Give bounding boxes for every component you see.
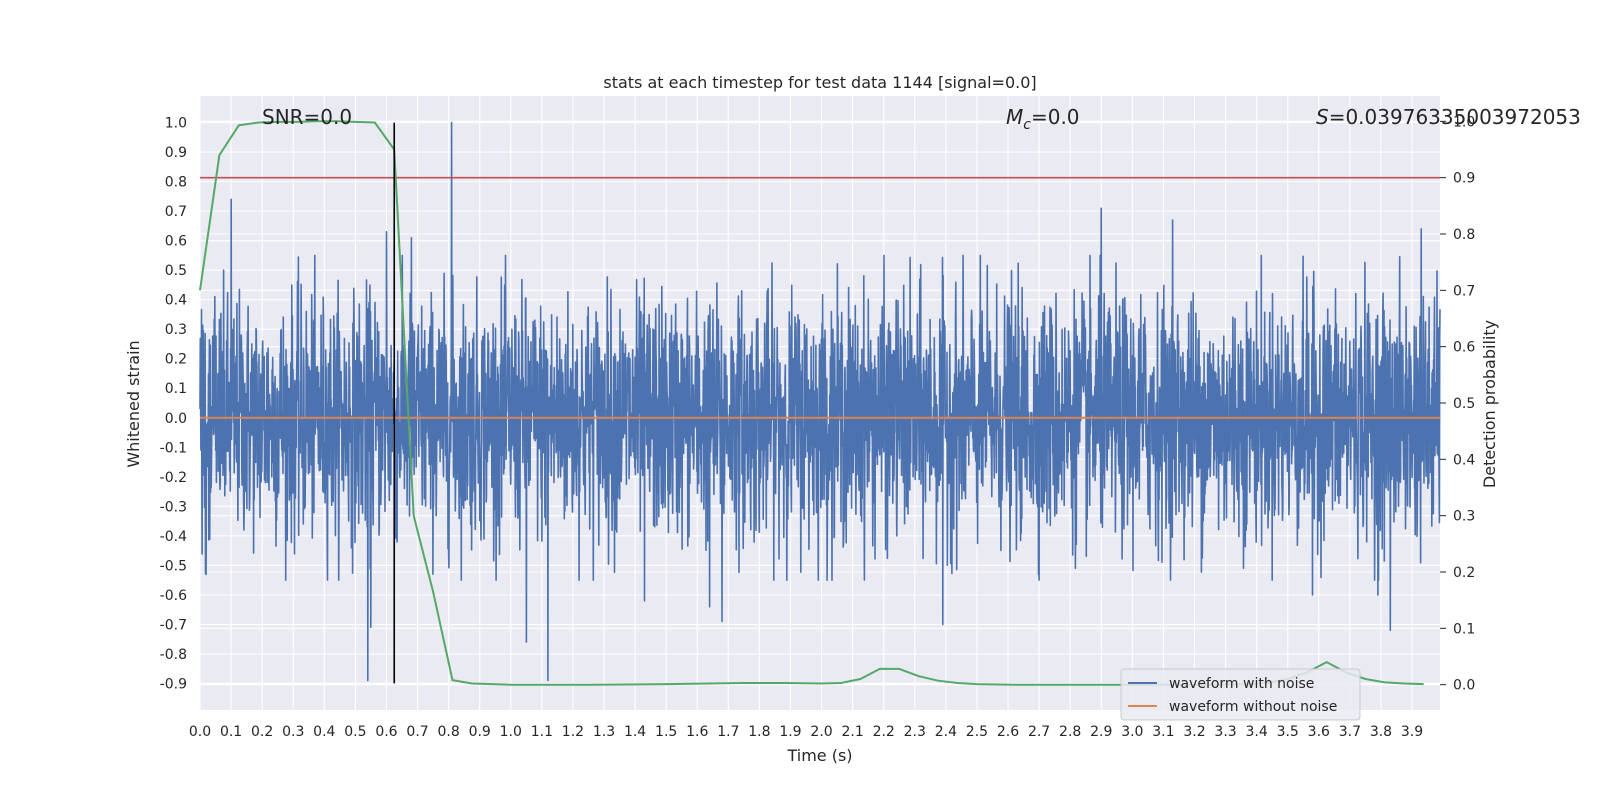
x-tick-label: 1.3 (593, 724, 615, 740)
y-right-tick-label: 0.0 (1453, 678, 1475, 694)
y-left-tick-label: 0.9 (165, 145, 187, 161)
y-left-tick-label: 0.7 (165, 204, 187, 220)
y-right-axis-label: Detection probability (1480, 320, 1499, 488)
y-right-tick-label: 0.4 (1453, 452, 1475, 468)
y-left-tick-label: 0.5 (165, 263, 187, 279)
y-right-tick-label: 0.2 (1453, 565, 1475, 581)
y-right-tick-label: 0.9 (1453, 171, 1475, 187)
x-tick-label: 0.8 (437, 724, 459, 740)
y-left-tick-label: -0.7 (160, 617, 187, 633)
x-tick-label: 1.1 (531, 724, 553, 740)
x-tick-label: 1.0 (500, 724, 522, 740)
x-tick-label: 3.2 (1183, 724, 1205, 740)
legend: waveform with noise waveform without noi… (1120, 668, 1361, 721)
x-tick-label: 0.1 (220, 724, 242, 740)
x-tick-label: 2.3 (904, 724, 926, 740)
x-tick-label: 3.1 (1152, 724, 1174, 740)
y-right-tick-label: 0.7 (1453, 283, 1475, 299)
x-tick-label: 3.4 (1246, 724, 1268, 740)
y-left-axis-label: Whitened strain (124, 340, 143, 467)
chart-title: stats at each timestep for test data 114… (603, 73, 1036, 92)
y-left-tick-label: 0.8 (165, 175, 187, 191)
x-tick-label: 0.7 (406, 724, 428, 740)
y-left-tick-label: 0.2 (165, 352, 187, 368)
snr-annotation: SNR=0.0 (262, 105, 352, 129)
x-tick-label: 3.0 (1121, 724, 1143, 740)
y-right-tick-label: 0.3 (1453, 509, 1475, 525)
x-tick-label: 1.8 (748, 724, 770, 740)
x-tick-label: 0.0 (189, 724, 211, 740)
y-left-tick-label: -0.5 (160, 558, 187, 574)
y-right-tick-label: 0.6 (1453, 340, 1475, 356)
x-tick-label: 2.4 (935, 724, 957, 740)
legend-label-clean: waveform without noise (1169, 699, 1337, 715)
x-tick-label: 2.9 (1090, 724, 1112, 740)
y-right-tick-label: 0.1 (1453, 621, 1475, 637)
x-tick-label: 2.8 (1059, 724, 1081, 740)
x-tick-label: 3.6 (1308, 724, 1330, 740)
s-annotation: S=0.03976335003972053 (1316, 105, 1581, 129)
x-tick-label: 3.7 (1339, 724, 1361, 740)
x-tick-label: 2.5 (966, 724, 988, 740)
x-tick-label: 2.2 (873, 724, 895, 740)
x-tick-label: 3.5 (1277, 724, 1299, 740)
x-tick-label: 2.0 (810, 724, 832, 740)
x-tick-label: 0.6 (375, 724, 397, 740)
x-tick-label: 3.8 (1370, 724, 1392, 740)
x-tick-label: 2.7 (1028, 724, 1050, 740)
y-right-tick-labels: 1.0 0.9 0.8 0.7 0.6 0.5 0.4 0.3 0.2 0.1 0.0 (1440, 114, 1475, 694)
y-right-tick-label: 0.8 (1453, 227, 1475, 243)
y-left-tick-label: -0.1 (160, 440, 187, 456)
x-tick-label: 3.3 (1214, 724, 1236, 740)
x-tick-label: 0.9 (469, 724, 491, 740)
x-axis-label: Time (s) (786, 746, 852, 765)
y-right-tick-label: 1.0 (1453, 114, 1475, 130)
x-tick-label: 2.1 (841, 724, 863, 740)
x-tick-label: 1.9 (779, 724, 801, 740)
y-left-tick-label: 0.4 (165, 293, 187, 309)
y-right-tick-label: 0.5 (1453, 396, 1475, 412)
y-left-tick-label: 0.0 (165, 411, 187, 427)
y-left-gridlines (200, 122, 1440, 684)
x-tick-labels: 0.0 0.1 0.2 0.3 0.4 0.5 0.6 0.7 0.8 0.9 1.0 1.1 1.2 1… (189, 724, 1423, 740)
x-tick-label: 2.6 (997, 724, 1019, 740)
y-left-tick-label: -0.4 (160, 529, 187, 545)
x-tick-label: 0.3 (282, 724, 304, 740)
y-left-tick-label: 0.1 (165, 381, 187, 397)
y-left-tick-label: 0.6 (165, 234, 187, 250)
x-tick-label: 1.6 (686, 724, 708, 740)
x-tick-label: 1.2 (562, 724, 584, 740)
y-left-tick-labels: 1.0 0.9 0.8 0.7 0.6 0.5 0.4 0.3 0.2 0.1 0.0 -0.1 -0.… (160, 116, 187, 693)
x-tick-label: 0.5 (344, 724, 366, 740)
y-left-tick-label: -0.3 (160, 499, 187, 515)
legend-box (1120, 668, 1361, 721)
y-left-tick-label: -0.2 (160, 470, 187, 486)
chirp-mass-annotation: Mc=0.0 (1006, 105, 1080, 133)
x-tick-label: 3.9 (1401, 724, 1423, 740)
x-tick-label: 0.2 (251, 724, 273, 740)
x-tick-label: 1.5 (655, 724, 677, 740)
y-left-tick-label: -0.9 (160, 676, 187, 692)
y-left-tick-label: -0.6 (160, 588, 187, 604)
noise-waveform-series (199, 121, 1441, 682)
x-tick-label: 1.7 (717, 724, 739, 740)
x-tick-label: 1.4 (624, 724, 646, 740)
legend-label-noise: waveform with noise (1169, 676, 1314, 692)
noise-waveform-path (199, 121, 1441, 682)
y-left-tick-label: 1.0 (165, 116, 187, 132)
y-left-tick-label: 0.3 (165, 322, 187, 338)
x-tick-label: 0.4 (313, 724, 335, 740)
y-left-tick-label: -0.8 (160, 647, 187, 663)
